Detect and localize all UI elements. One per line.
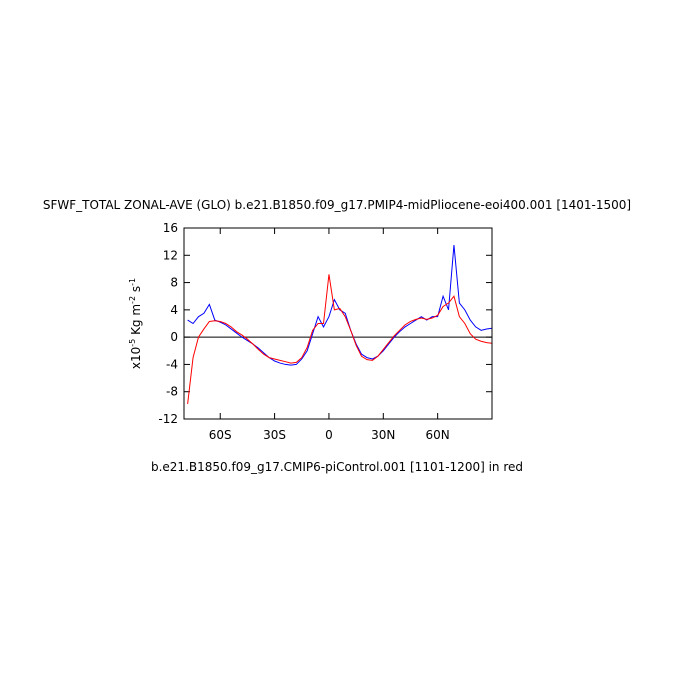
y-tick-label: -12 <box>158 412 178 426</box>
x-tick-label: 60N <box>426 428 450 442</box>
plot-frame <box>183 227 493 420</box>
series-line <box>187 274 493 405</box>
y-tick-label: 16 <box>163 221 178 235</box>
y-axis-label: x10-5 Kg m-2 s-1 <box>128 278 143 369</box>
y-label-part: Kg m <box>129 304 143 339</box>
y-tick-label: 12 <box>163 248 178 262</box>
y-tick-label: -8 <box>166 385 178 399</box>
series-line <box>187 245 493 366</box>
y-label-part: x10 <box>129 347 143 369</box>
y-tick-label: -4 <box>166 357 178 371</box>
y-tick-label: 0 <box>170 330 178 344</box>
y-label-part: s <box>129 286 143 296</box>
x-tick-label: 0 <box>325 428 333 442</box>
chart-title: SFWF_TOTAL ZONAL-AVE (GLO) b.e21.B1850.f… <box>43 198 631 212</box>
y-tick-label: 8 <box>170 276 178 290</box>
y-label-part: -1 <box>128 278 137 286</box>
x-tick-label: 30S <box>263 428 286 442</box>
y-label-part: -5 <box>128 339 137 347</box>
y-tick-label: 4 <box>170 303 178 317</box>
x-tick-label: 30N <box>371 428 395 442</box>
footnote: b.e21.B1850.f09_g17.CMIP6-piControl.001 … <box>151 460 523 474</box>
y-label-part: -2 <box>128 296 137 304</box>
x-tick-label: 60S <box>209 428 232 442</box>
